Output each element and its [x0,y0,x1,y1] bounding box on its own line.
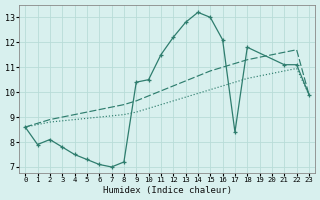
X-axis label: Humidex (Indice chaleur): Humidex (Indice chaleur) [103,186,232,195]
